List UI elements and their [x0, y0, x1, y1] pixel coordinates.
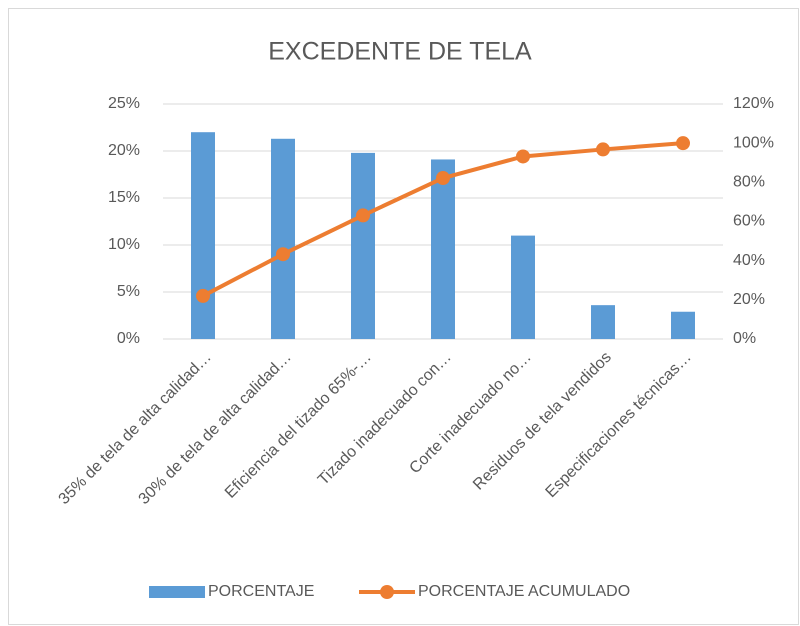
- legend-swatch: [380, 585, 394, 599]
- legend-label: PORCENTAJE ACUMULADO: [418, 583, 630, 600]
- y-tick-label: 20%: [108, 142, 140, 159]
- legend-swatch: [149, 586, 205, 598]
- bar: [191, 132, 215, 339]
- y2-tick-label: 60%: [733, 213, 765, 230]
- bar: [431, 159, 455, 339]
- y-tick-label: 15%: [108, 189, 140, 206]
- line-marker: [276, 247, 290, 262]
- line-marker: [596, 142, 610, 157]
- y-tick-label: 25%: [108, 95, 140, 112]
- bar: [271, 138, 295, 339]
- y-tick-label: 5%: [117, 283, 140, 300]
- y2-tick-label: 20%: [733, 291, 765, 308]
- bar: [591, 305, 615, 339]
- y2-tick-label: 40%: [733, 252, 765, 269]
- chart-frame: [8, 8, 799, 625]
- y2-tick-label: 80%: [733, 174, 765, 191]
- y-tick-label: 10%: [108, 236, 140, 253]
- y2-tick-label: 120%: [733, 95, 774, 112]
- line-marker: [676, 136, 690, 151]
- y2-tick-label: 0%: [733, 330, 756, 347]
- y-tick-label: 0%: [117, 330, 140, 347]
- line-marker: [356, 208, 370, 223]
- chart-title: EXCEDENTE DE TELA: [268, 38, 532, 66]
- y2-tick-label: 100%: [733, 134, 774, 151]
- bar: [511, 235, 535, 339]
- bar: [351, 152, 375, 339]
- bar: [671, 311, 695, 339]
- legend-label: PORCENTAJE: [208, 583, 314, 600]
- line-marker: [196, 288, 210, 303]
- line-marker: [436, 171, 450, 186]
- line-marker: [516, 149, 530, 164]
